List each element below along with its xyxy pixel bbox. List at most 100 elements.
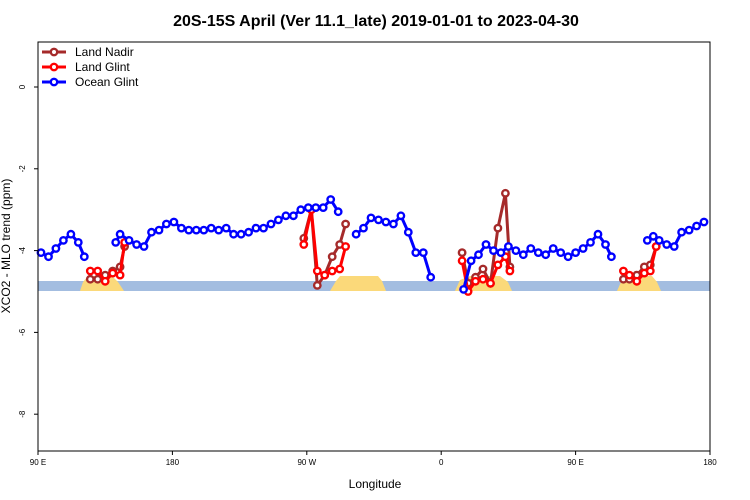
ocean-glint-point <box>563 252 573 262</box>
land-glint-point <box>493 260 503 270</box>
legend-marker <box>49 47 59 57</box>
ocean-glint-point <box>466 256 476 266</box>
ocean-glint-point <box>154 225 164 235</box>
x-tick-label: 90 E <box>30 458 46 467</box>
ocean-glint-point <box>548 244 558 253</box>
ocean-glint-point <box>132 240 142 249</box>
ocean-glint-point <box>374 215 383 225</box>
ocean-glint-point <box>381 217 391 227</box>
land-ocean-band <box>38 276 710 291</box>
legend-item-land-glint: Land Glint <box>42 60 130 74</box>
ocean-glint-point <box>303 203 313 213</box>
ocean-glint-point <box>601 240 610 249</box>
ocean-glint-point <box>571 248 580 258</box>
ocean-glint-point <box>648 231 658 241</box>
x-tick-label: 0 <box>439 458 444 467</box>
ocean-glint-point <box>503 242 513 251</box>
ocean-glint-point <box>111 237 121 247</box>
land-glint-point <box>100 276 110 286</box>
ocean-glint-point <box>36 248 46 258</box>
y-tick-label: -4 <box>18 246 27 254</box>
ocean-glint-point <box>251 223 261 233</box>
series-layer <box>36 188 709 296</box>
ocean-glint-point <box>266 219 276 229</box>
ocean-glint-point <box>662 240 672 249</box>
ocean-glint-point <box>388 219 398 229</box>
series-ocean-glint <box>36 195 709 294</box>
land-glint-point <box>478 274 488 284</box>
y-tick-label: -6 <box>18 328 27 336</box>
x-axis: 90 E 180 90 W 0 90 E 180 <box>30 451 717 467</box>
y-tick-label: -2 <box>18 165 27 173</box>
legend-item-land-nadir: Land Nadir <box>42 45 134 59</box>
ocean-glint-point <box>214 225 224 235</box>
ocean-glint-point <box>642 235 652 245</box>
ocean-glint-point <box>496 248 506 258</box>
plot-frame <box>37 41 711 452</box>
ocean-glint-point <box>191 225 201 235</box>
ocean-glint-point <box>184 225 194 235</box>
legend-marker <box>49 62 59 72</box>
ocean-glint-point <box>533 248 543 258</box>
ocean-glint-point <box>139 242 149 251</box>
ocean-glint-point <box>199 225 209 235</box>
legend-marker <box>49 77 59 87</box>
land-nadir-point <box>493 223 503 233</box>
x-axis-label: Longitude <box>349 477 402 491</box>
land-glint-point <box>645 266 655 276</box>
ocean-glint-point <box>147 227 156 237</box>
land-nadir-point <box>312 280 322 290</box>
ocean-glint-point <box>273 215 283 225</box>
land-glint-point <box>341 242 350 251</box>
ocean-glint-point <box>418 248 428 258</box>
ocean-glint-point <box>366 213 376 223</box>
ocean-glint-point <box>593 229 603 239</box>
ocean-glint-point <box>607 252 616 262</box>
ocean-glint-point <box>333 207 343 217</box>
land-glint-point <box>335 264 345 274</box>
land-glint-point <box>486 278 495 288</box>
ocean-glint-point <box>481 240 491 249</box>
ocean-glint-point <box>124 235 134 245</box>
chart-title: 20S-15S April (Ver 11.1_late) 2019-01-01… <box>173 13 579 30</box>
land-nadir-point <box>341 219 350 229</box>
ocean-glint-point <box>259 223 268 233</box>
ocean-glint-point <box>518 250 528 260</box>
ocean-glint-point <box>296 205 306 215</box>
y-axis: 0 -2 -4 -6 -8 <box>18 84 38 418</box>
ocean-glint-point <box>474 250 483 260</box>
legend-item-ocean-glint: Ocean Glint <box>42 75 139 89</box>
ocean-glint-point <box>359 223 368 233</box>
ocean-glint-point <box>311 203 321 213</box>
ocean-glint-point <box>115 229 125 239</box>
ocean-glint-point <box>556 248 566 258</box>
land-nadir-point <box>457 248 467 258</box>
ocean-glint-point <box>176 223 186 233</box>
series-land-glint <box>85 205 661 296</box>
ocean-glint-point <box>411 248 421 258</box>
land-glint-point <box>312 266 322 276</box>
ocean-glint-point <box>236 229 246 239</box>
ocean-glint-point <box>318 203 328 213</box>
series-land-nadir <box>85 188 661 290</box>
ocean-glint-point <box>511 246 521 256</box>
x-tick-label: 90 W <box>297 458 316 467</box>
ocean-glint-point <box>489 246 498 256</box>
ocean-glint-point <box>677 227 686 237</box>
ocean-glint-point <box>79 252 89 262</box>
ocean-glint-point <box>66 229 76 239</box>
ocean-glint-point <box>229 229 239 239</box>
land-glint-point <box>505 266 515 276</box>
ocean-glint-point <box>161 219 171 229</box>
ocean-glint-point <box>73 237 83 247</box>
ocean-glint-point <box>459 284 468 294</box>
ocean-glint-point <box>684 225 694 235</box>
x-tick-label: 180 <box>166 458 180 467</box>
land-glint-point <box>85 266 95 276</box>
ocean-glint-point <box>221 223 231 233</box>
ocean-glint-point <box>526 244 536 253</box>
legend-label: Ocean Glint <box>75 75 139 89</box>
land-nadir-point <box>85 274 95 284</box>
ocean-glint-point <box>288 211 298 221</box>
